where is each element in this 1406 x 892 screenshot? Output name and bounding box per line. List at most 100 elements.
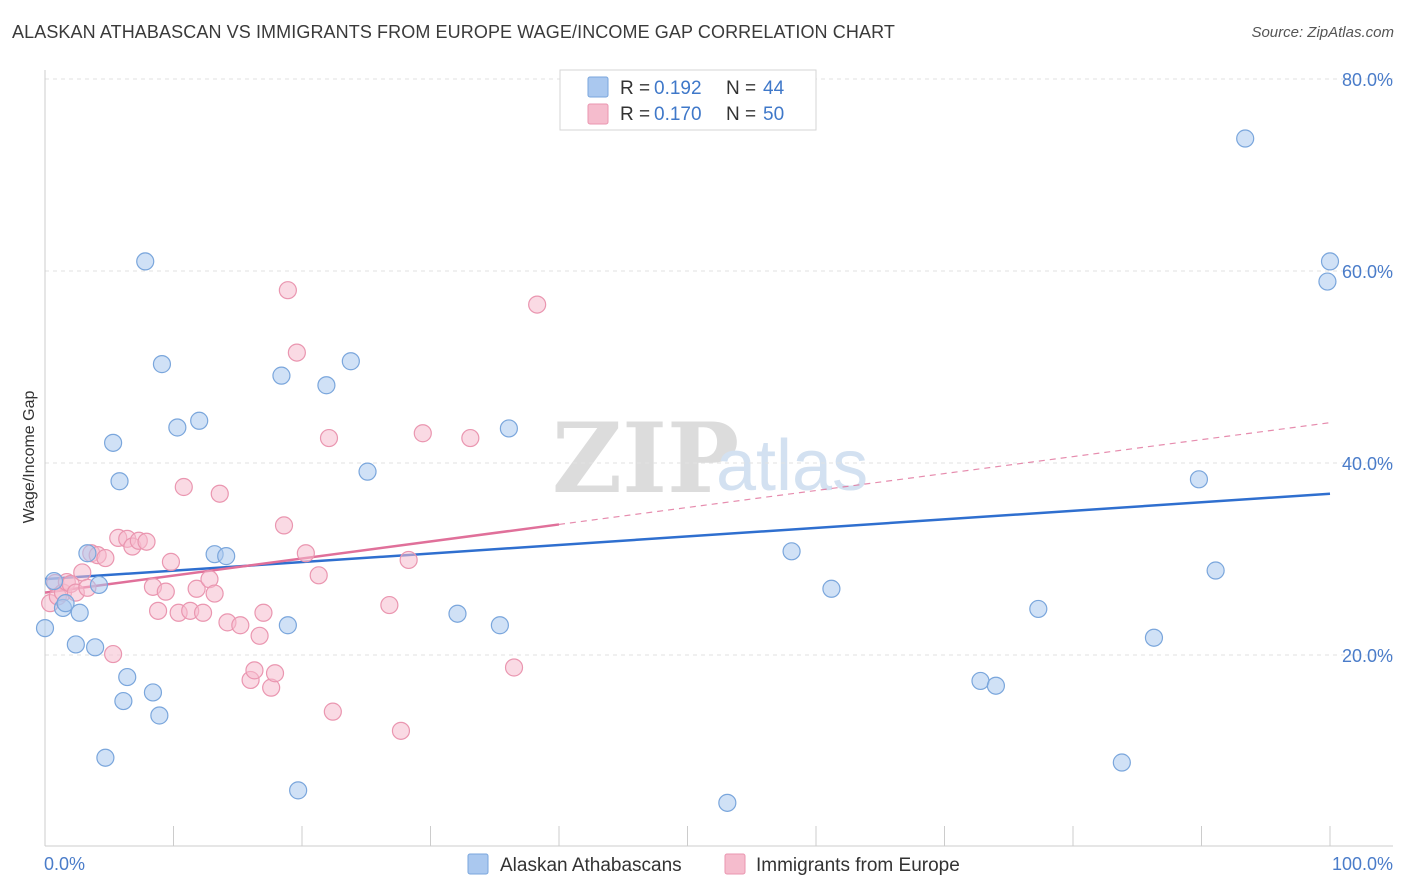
point-alaskan-athabascans — [86, 638, 105, 657]
watermark-zip: ZIP — [552, 402, 739, 515]
point-alaskan-athabascans — [118, 667, 137, 687]
point-immigrants-europe — [265, 664, 285, 683]
point-immigrants-europe — [413, 424, 432, 443]
point-alaskan-athabascans — [44, 571, 64, 591]
point-alaskan-athabascans — [56, 594, 75, 613]
point-immigrants-europe — [205, 584, 224, 603]
y-tick-label-60: 60.0% — [1342, 262, 1393, 282]
point-alaskan-athabascans — [110, 472, 129, 491]
legend-r-label-2: R = — [620, 104, 650, 125]
point-immigrants-europe — [287, 343, 306, 362]
watermark-atlas: atlas — [716, 426, 868, 506]
point-alaskan-athabascans — [971, 671, 990, 691]
point-alaskan-athabascans — [152, 355, 172, 374]
legend-n-label-1: N = — [726, 78, 756, 99]
point-immigrants-europe — [96, 548, 115, 568]
point-immigrants-europe — [296, 544, 315, 563]
point-alaskan-athabascans — [358, 462, 377, 481]
point-immigrants-europe — [73, 563, 92, 582]
point-alaskan-athabascans — [1144, 628, 1164, 647]
point-immigrants-europe — [210, 484, 229, 503]
series-legend: Alaskan Athabascans Immigrants from Euro… — [467, 853, 960, 876]
point-immigrants-europe — [245, 661, 264, 680]
point-immigrants-europe — [274, 516, 294, 535]
point-immigrants-europe — [399, 550, 418, 570]
bottom-legend-swatch-blue — [467, 853, 489, 875]
point-alaskan-athabascans — [986, 676, 1006, 695]
chart-title: ALASKAN ATHABASCAN VS IMMIGRANTS FROM EU… — [12, 22, 895, 42]
point-alaskan-athabascans — [78, 544, 97, 563]
legend-n-value-1: 44 — [763, 78, 785, 99]
point-alaskan-athabascans — [114, 691, 133, 711]
point-immigrants-europe — [278, 281, 297, 300]
y-tick-label-80: 80.0% — [1342, 70, 1393, 90]
point-alaskan-athabascans — [89, 575, 109, 595]
source-credit: Source: ZipAtlas.com — [1251, 24, 1394, 41]
legend-swatch-blue — [587, 76, 609, 98]
point-immigrants-europe — [504, 658, 524, 677]
point-alaskan-athabascans — [341, 352, 360, 371]
point-immigrants-europe — [461, 428, 480, 448]
point-alaskan-athabascans — [782, 542, 801, 561]
x-tick-label-max: 100.0% — [1332, 854, 1393, 874]
point-immigrants-europe — [193, 603, 213, 622]
point-alaskan-athabascans — [104, 433, 123, 452]
point-alaskan-athabascans — [35, 619, 55, 638]
point-alaskan-athabascans — [70, 603, 89, 622]
point-alaskan-athabascans — [1318, 272, 1337, 291]
point-immigrants-europe — [391, 721, 411, 740]
point-alaskan-athabascans — [168, 418, 187, 437]
correlation-legend: R = 0.192 N = 44 R = 0.170 N = 50 — [559, 69, 817, 131]
legend-swatch-pink — [587, 103, 609, 125]
point-immigrants-europe — [174, 477, 193, 497]
point-immigrants-europe — [380, 595, 399, 615]
point-alaskan-athabascans — [1112, 753, 1131, 772]
watermark: ZIP atlas — [552, 402, 868, 515]
bottom-legend-label-blue: Alaskan Athabascans — [500, 855, 682, 876]
point-alaskan-athabascans — [136, 252, 155, 271]
point-alaskan-athabascans — [1029, 599, 1048, 619]
point-alaskan-athabascans — [822, 579, 841, 598]
y-tick-label-40: 40.0% — [1342, 454, 1393, 474]
y-tick-label-20: 20.0% — [1342, 646, 1393, 666]
point-alaskan-athabascans — [217, 547, 236, 566]
y-axis-title: Wage/Income Gap — [21, 391, 38, 524]
point-alaskan-athabascans — [190, 411, 209, 430]
point-alaskan-athabascans — [143, 683, 163, 702]
point-alaskan-athabascans — [448, 604, 467, 623]
point-alaskan-athabascans — [66, 635, 85, 654]
point-immigrants-europe — [323, 702, 342, 721]
point-immigrants-europe — [137, 532, 156, 551]
point-immigrants-europe — [104, 644, 123, 664]
point-immigrants-europe — [528, 295, 547, 314]
point-alaskan-athabascans — [1320, 252, 1340, 271]
bottom-legend-swatch-pink — [724, 853, 746, 875]
point-alaskan-athabascans — [150, 706, 169, 725]
point-immigrants-europe — [250, 626, 269, 645]
point-alaskan-athabascans — [278, 616, 297, 635]
point-immigrants-europe — [187, 579, 206, 598]
point-immigrants-europe — [319, 428, 339, 448]
legend-r-value-2: 0.170 — [654, 104, 702, 125]
point-alaskan-athabascans — [289, 781, 308, 800]
data-points — [35, 129, 1340, 812]
point-alaskan-athabascans — [490, 616, 509, 635]
point-alaskan-athabascans — [1236, 129, 1255, 148]
y-tick-labels: 20.0% 40.0% 60.0% 80.0% — [1342, 70, 1393, 666]
point-immigrants-europe — [156, 582, 175, 601]
gridlines — [45, 78, 1393, 656]
point-immigrants-europe — [309, 566, 328, 585]
x-tick-label-min: 0.0% — [44, 854, 85, 874]
legend-r-value-1: 0.192 — [654, 78, 702, 99]
point-alaskan-athabascans — [1206, 561, 1225, 580]
trend-line-immigrants-europe-extension — [558, 422, 1331, 526]
point-immigrants-europe — [148, 601, 168, 620]
point-alaskan-athabascans — [96, 748, 115, 767]
point-alaskan-athabascans — [718, 793, 737, 812]
axes — [44, 70, 1393, 847]
legend-r-label-1: R = — [620, 78, 650, 99]
point-immigrants-europe — [254, 603, 273, 622]
legend-n-label-2: N = — [726, 104, 756, 125]
point-alaskan-athabascans — [272, 366, 291, 385]
